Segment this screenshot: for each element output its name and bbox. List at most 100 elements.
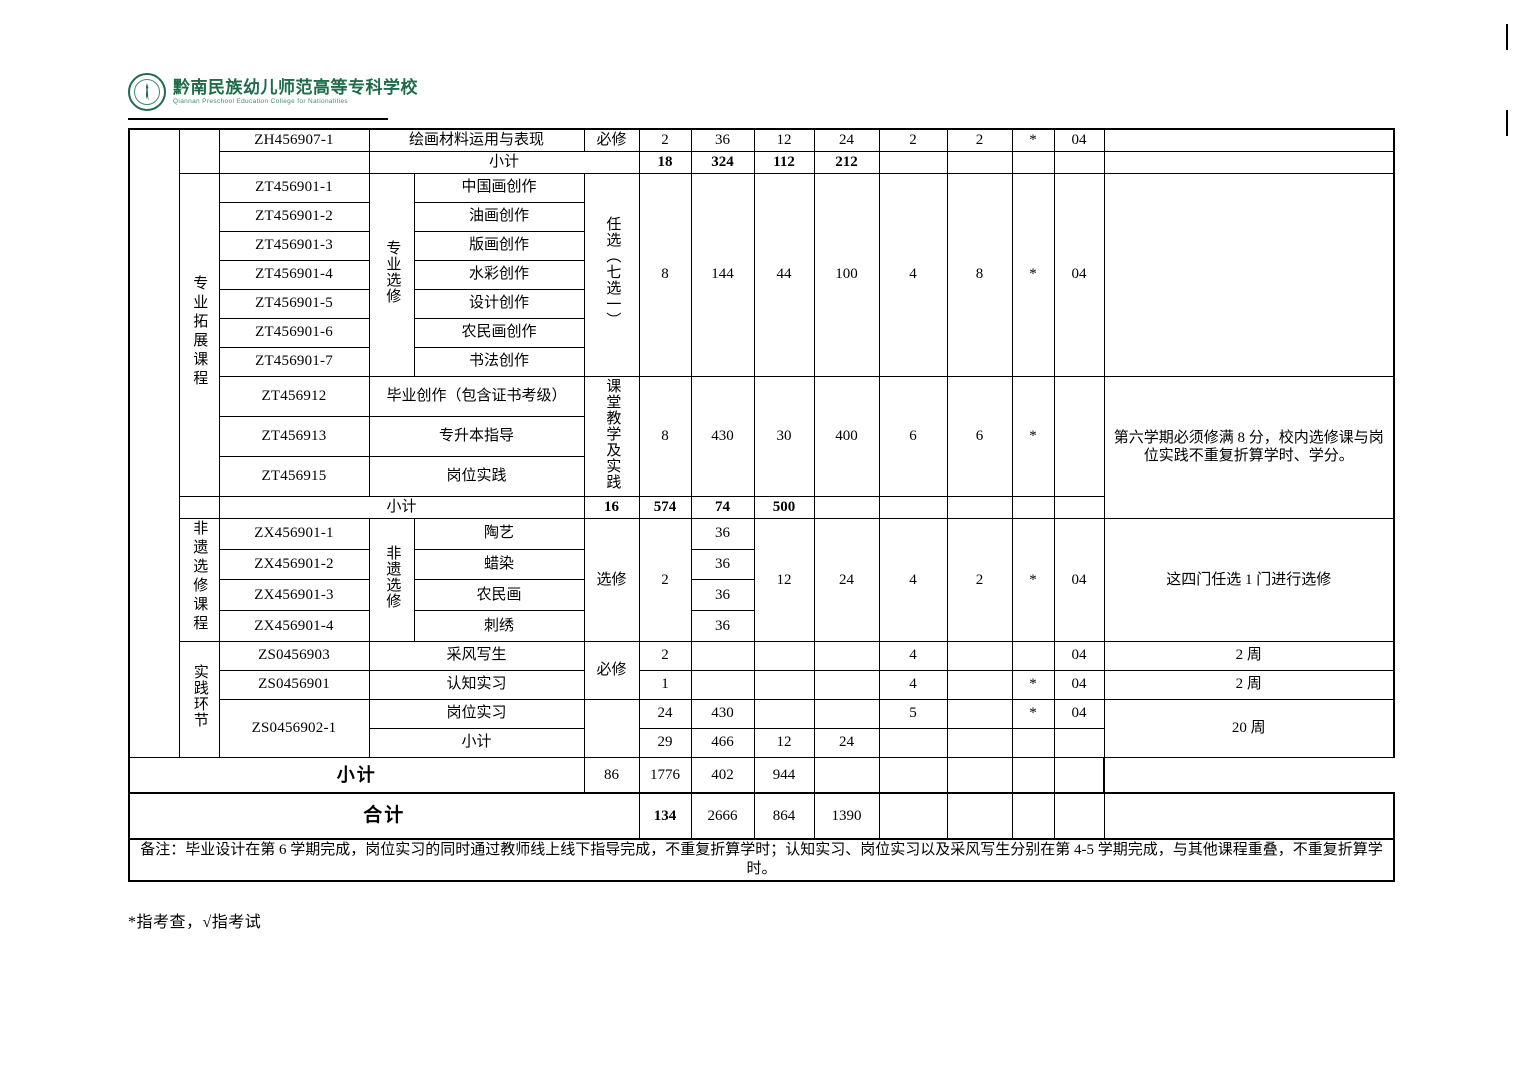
table-row-total: 合计 134 2666 864 1390: [127, 792, 1396, 841]
cell-exam-mark: *: [1011, 698, 1055, 729]
cell-weeks: 2: [946, 518, 1013, 642]
table-row: ZT456901-6 农民画创作: [129, 317, 1394, 348]
school-seal-icon: [128, 73, 166, 111]
cell-exam-mark: [1011, 792, 1055, 841]
cell-total-hours: [690, 669, 755, 700]
cell-credit: 2: [638, 640, 692, 671]
cell-practice-hours: [813, 640, 880, 671]
cell-course-code: ZT456901-5: [218, 288, 370, 319]
group-label-heritage: 非遗选修课程: [191, 520, 208, 634]
cell-course-code: ZT456915: [218, 455, 370, 498]
cell-term: [1011, 496, 1055, 519]
cell-group-expand: 专业拓展课程: [178, 172, 220, 498]
cell-weeks: 6: [946, 375, 1013, 498]
cell-weeks: [946, 640, 1013, 671]
cell-practice-hours: 500: [753, 496, 815, 519]
cell-exam-mark: [946, 496, 1013, 519]
group-label-practice: 实践环节: [191, 664, 208, 729]
cell-practice-hours: 24: [813, 727, 880, 758]
cell-exam-mark: *: [1011, 375, 1055, 498]
cell-total-hours: 36: [690, 579, 755, 612]
cell-course-code: ZS0456901: [218, 669, 370, 700]
cell-note: [1103, 172, 1396, 377]
cell-weeks: [946, 150, 1013, 174]
cell-weekly-hours: 5: [878, 698, 948, 729]
curriculum-table: ZH456907-1 绘画材料运用与表现 必修 2 36 12 24 2 2 *…: [127, 127, 1396, 882]
cell-left-spacer: [128, 127, 180, 758]
cell-course-type: 必修: [583, 640, 640, 700]
cell-practice-hours: [813, 669, 880, 700]
table-row: 非遗选修课程 ZX456901-1 非遗选修 陶艺 选修 2 36 12 24 …: [129, 518, 1396, 642]
cell-subtotal-label: 小计: [368, 150, 640, 174]
table-row: ZT456901-3 版画创作: [129, 230, 1394, 261]
cell-term: [1053, 150, 1105, 174]
cell-course-code: ZS0456902-1: [218, 698, 370, 758]
cell-group-practice: 实践环节: [178, 640, 220, 758]
cell-note: [1103, 150, 1396, 174]
cell-course-code: ZT456901-3: [218, 230, 370, 261]
table-row-remark: 备注：毕业设计在第 6 学期完成，岗位实习的同时通过教师线上线下指导完成，不重复…: [127, 838, 1396, 882]
cell-remark: 备注：毕业设计在第 6 学期完成，岗位实习的同时通过教师线上线下指导完成，不重复…: [127, 838, 1396, 882]
cell-course-type: [583, 698, 640, 758]
cell-group-heritage: 非遗选修课程: [178, 518, 220, 642]
table-row: 专业拓展课程 ZT456901-1 专业选修 中国画创作 任选（七选一） 8 1…: [129, 172, 1396, 498]
table-row: ZT456901-5 设计创作: [129, 288, 1394, 319]
cell-credit: 18: [638, 150, 692, 174]
table-row: ZX456901-2 蜡染 36: [129, 548, 1394, 581]
table-row: ZT456901-2 油画创作: [129, 201, 1394, 232]
cell-weekly-hours: [878, 150, 948, 174]
cell-course-code: ZX456901-4: [218, 610, 370, 642]
table-row: ZX456901-3 农民画 36: [129, 579, 1394, 612]
cell-course-name: 设计创作: [413, 288, 585, 319]
cell-weekly-hours: 4: [878, 640, 948, 671]
cell-credit: 2: [638, 127, 692, 152]
cell-total-hours: 36: [690, 610, 755, 642]
table-row: ZT456901-7 书法创作: [129, 346, 1394, 377]
cell-course-name: 绘画材料运用与表现: [368, 127, 585, 152]
cell-total-hours: 2666: [690, 792, 755, 841]
table-row: ZH456907-1 绘画材料运用与表现 必修 2 36 12 24 2 2 *…: [128, 127, 1396, 758]
cell-course-name: 农民画创作: [413, 317, 585, 348]
cell-practice-hours: 24: [813, 518, 880, 642]
cell-course-name: 农民画: [413, 579, 585, 612]
table-row: 实践环节 ZS0456903 采风写生 必修 2 4 04 2 周: [129, 640, 1396, 758]
cell-credit: 8: [638, 172, 692, 377]
cell-term: 04: [1053, 698, 1105, 729]
course-type-label: 课堂教学及实践: [604, 377, 621, 490]
cell-weeks: [946, 669, 1013, 700]
cell-total-hours: [690, 640, 755, 671]
cell-exam-mark: *: [1011, 127, 1055, 152]
cell-course-code: ZX456901-2: [218, 548, 370, 581]
cell-course-name: 毕业创作（包含证书考级）: [368, 375, 585, 417]
cell-total-hours: 430: [690, 698, 755, 729]
cell-note: 第六学期必须修满 8 分，校内选修课与岗位实践不重复折算学时、学分。: [1103, 375, 1396, 519]
cell-exam-mark: *: [1011, 172, 1055, 377]
cell-weeks: [946, 698, 1013, 729]
cell-weekly-hours: 4: [878, 518, 948, 642]
table-row: ZS0456902-1 岗位实习 24 430 5 * 04 20 周: [129, 698, 1396, 758]
cell-theory-hours: 12: [753, 727, 815, 758]
cell-exam-mark: [1011, 640, 1055, 671]
cell-course-name: 书法创作: [413, 346, 585, 377]
cell-course-type: 任选（七选一）: [583, 172, 640, 377]
cell-credit: 24: [638, 698, 692, 729]
cell-practice-hours: 400: [813, 375, 880, 498]
cell-course-name: 陶艺: [413, 518, 585, 550]
cell-course-code: ZT456901-4: [218, 259, 370, 290]
cell-exam-mark: [1011, 150, 1055, 174]
cell-course-type: 课堂教学及实践: [583, 375, 640, 498]
cell-total-hours: 36: [690, 127, 755, 152]
cell-course-code: ZX456901-1: [218, 518, 370, 550]
cell-credit: 2: [638, 518, 692, 642]
cell-credit: 134: [638, 792, 692, 841]
table-row: ZX456901-4 刺绣 36: [129, 610, 1394, 642]
cell-course-name: 专升本指导: [368, 415, 585, 458]
cell-total-hours: 324: [690, 150, 755, 174]
cell-total-hours: 144: [690, 172, 755, 377]
cell-term: 04: [1053, 518, 1105, 642]
cell-term: 04: [1053, 172, 1105, 377]
cell-term: 04: [1053, 640, 1105, 671]
cell-practice-hours: 212: [813, 150, 880, 174]
cell-course-code: ZT456901-1: [218, 172, 370, 203]
